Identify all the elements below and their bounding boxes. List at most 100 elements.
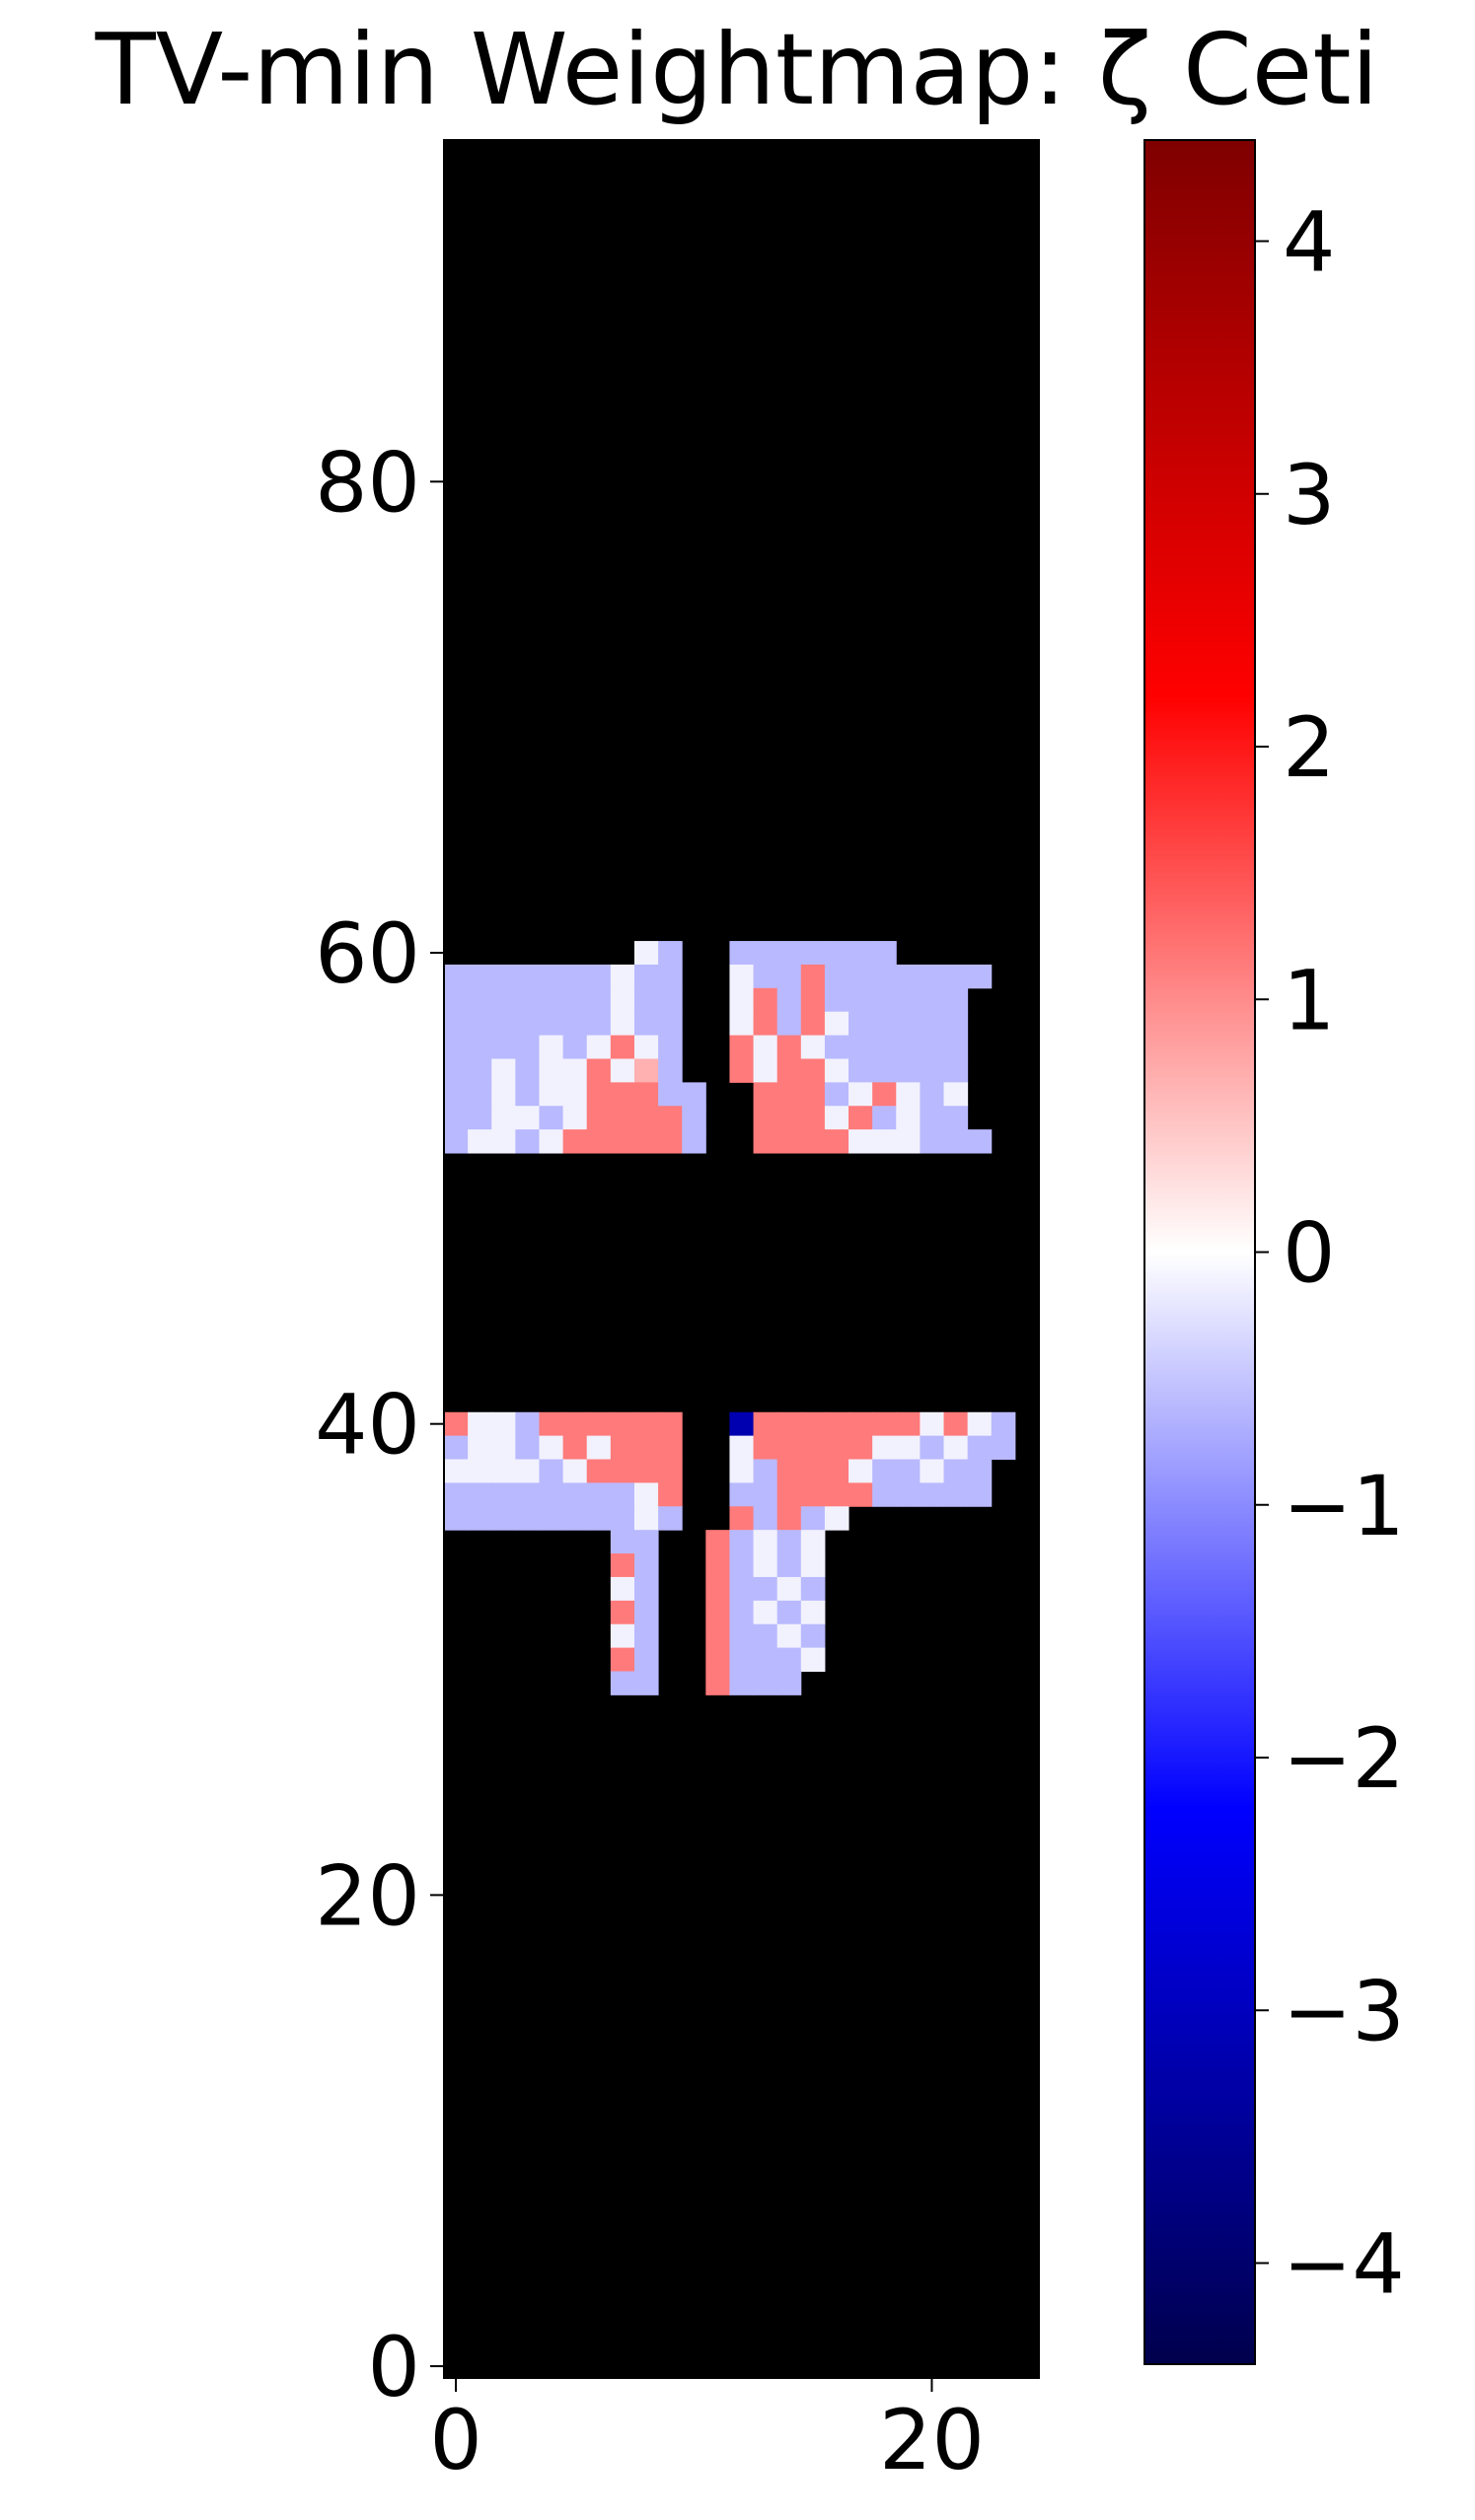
- heatmap-cell: [658, 1106, 683, 1130]
- heatmap-cell: [729, 1011, 755, 1037]
- heatmap-cell: [753, 1647, 778, 1672]
- heatmap-cell: [610, 1623, 635, 1649]
- heatmap-cell: [729, 1482, 755, 1507]
- heatmap-cell: [967, 1435, 993, 1461]
- heatmap-cell: [729, 1647, 755, 1672]
- heatmap-cell: [444, 1035, 469, 1059]
- masked-background: [444, 140, 1039, 2378]
- heatmap-cell: [586, 964, 612, 989]
- heatmap-cell: [824, 1011, 849, 1037]
- heatmap-cell: [444, 1482, 469, 1507]
- heatmap-cell: [800, 1106, 826, 1130]
- heatmap-cell: [943, 1082, 969, 1107]
- heatmap-cell: [920, 1106, 945, 1130]
- heatmap-cell: [943, 1482, 969, 1507]
- heatmap-cell: [776, 1035, 802, 1059]
- heatmap-cell: [610, 1576, 635, 1602]
- heatmap-cell: [753, 1082, 778, 1107]
- heatmap-cell: [753, 1435, 778, 1461]
- heatmap-cell: [633, 1671, 659, 1695]
- heatmap-cell: [658, 1129, 683, 1154]
- heatmap-cell: [562, 1035, 588, 1059]
- heatmap-cell: [776, 1106, 802, 1130]
- heatmap-cell: [920, 1459, 945, 1483]
- heatmap-cell: [633, 1411, 659, 1437]
- heatmap-cell: [444, 1106, 469, 1130]
- heatmap-cell: [539, 1011, 564, 1037]
- heatmap-cell: [610, 1106, 635, 1130]
- heatmap-cell: [610, 1082, 635, 1107]
- heatmap-cell: [872, 1035, 897, 1059]
- heatmap-cell: [848, 1129, 873, 1154]
- heatmap-cell: [491, 1506, 516, 1531]
- heatmap-cell: [967, 964, 993, 989]
- heatmap-cell: [943, 1058, 969, 1083]
- heatmap-cell: [586, 1058, 612, 1083]
- heatmap-cell: [776, 1623, 802, 1649]
- heatmap-cell: [633, 964, 659, 989]
- y-tick-label: 20: [315, 1847, 420, 1944]
- heatmap-cell: [848, 1435, 873, 1461]
- heatmap-cell: [967, 1459, 993, 1483]
- heatmap-cell: [753, 1058, 778, 1083]
- heatmap-cell: [610, 1011, 635, 1037]
- heatmap-cell: [586, 1506, 612, 1531]
- heatmap-cell: [491, 964, 516, 989]
- colorbar-ticks: −4 −3 −2 −1 0 1 2 3 4: [1255, 194, 1405, 2313]
- heatmap-cell: [776, 1011, 802, 1037]
- heatmap-cell: [539, 1058, 564, 1083]
- heatmap-cell: [586, 1106, 612, 1130]
- heatmap-cell: [515, 1506, 540, 1531]
- heatmap-cell: [776, 1082, 802, 1107]
- heatmap-cell: [539, 987, 564, 1013]
- colorbar-tick-label: 1: [1283, 952, 1335, 1048]
- heatmap-cell: [468, 1411, 492, 1437]
- heatmap-cell: [824, 964, 849, 989]
- heatmap-cell: [872, 1435, 897, 1461]
- heatmap-cell: [848, 941, 873, 966]
- heatmap-cell: [444, 1459, 469, 1483]
- heatmap-cell: [633, 1530, 659, 1554]
- heatmap-cell: [753, 1106, 778, 1130]
- heatmap-cell: [848, 1459, 873, 1483]
- heatmap-cell: [610, 1506, 635, 1531]
- heatmap-cell: [491, 1411, 516, 1437]
- heatmap-cell: [753, 1576, 778, 1602]
- heatmap-cell: [515, 1435, 540, 1461]
- heatmap-cell: [586, 1435, 612, 1461]
- heatmap-cell: [562, 1459, 588, 1483]
- heatmap-cell: [848, 1058, 873, 1083]
- heatmap-cell: [705, 1553, 730, 1578]
- heatmap-cell: [658, 1459, 683, 1483]
- heatmap-cell: [753, 1506, 778, 1531]
- heatmap-cell: [824, 1482, 849, 1507]
- heatmap-cell: [824, 1035, 849, 1059]
- heatmap-cell: [633, 1011, 659, 1037]
- heatmap-cell: [444, 1058, 469, 1083]
- heatmap-cell: [753, 1482, 778, 1507]
- colorbar-gradient: [1143, 139, 1256, 2365]
- heatmap-cell: [753, 964, 778, 989]
- heatmap-cell: [800, 1129, 826, 1154]
- heatmap-cell: [658, 1435, 683, 1461]
- heatmap-cell: [776, 1129, 802, 1154]
- heatmap-cell: [562, 1106, 588, 1130]
- x-tick-label: 0: [429, 2392, 481, 2488]
- plot-frame: [443, 139, 1040, 2379]
- heatmap-cell: [920, 1035, 945, 1059]
- heatmap-cell: [824, 987, 849, 1013]
- heatmap-cell: [610, 987, 635, 1013]
- heatmap-cell: [468, 1082, 492, 1107]
- heatmap-cell: [633, 1035, 659, 1059]
- heatmap-cell: [658, 941, 683, 966]
- heatmap-cell: [920, 1482, 945, 1507]
- heatmap-cell: [800, 1411, 826, 1437]
- heatmap-cell: [896, 1411, 921, 1437]
- heatmap-cell: [896, 1011, 921, 1037]
- heatmap-cell: [920, 1082, 945, 1107]
- heatmap-cell: [491, 1129, 516, 1154]
- heatmap-cell: [776, 1600, 802, 1625]
- heatmap-cell: [753, 1671, 778, 1695]
- heatmap-cell: [800, 1082, 826, 1107]
